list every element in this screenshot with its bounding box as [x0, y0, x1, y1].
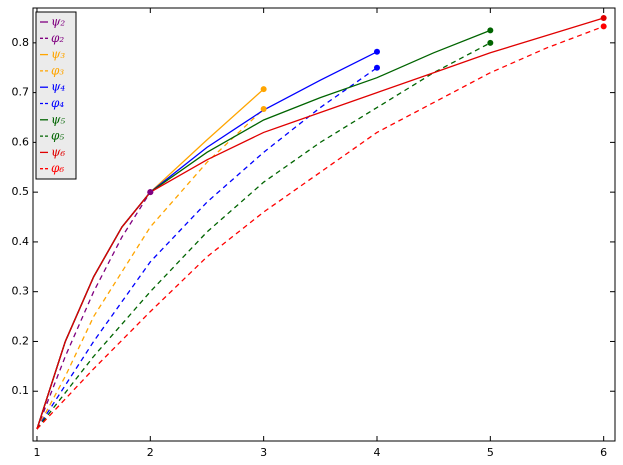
end-marker: [260, 106, 267, 113]
end-marker: [487, 27, 494, 34]
y-tick-label: 0.2: [12, 334, 30, 347]
legend-label: φ₄: [51, 96, 64, 110]
end-marker: [600, 23, 607, 30]
series-line: [36, 51, 378, 430]
series-line: [36, 67, 378, 430]
y-tick-label: 0.1: [12, 384, 30, 397]
y-tick-label: 0.6: [12, 135, 30, 148]
series-line: [36, 17, 604, 430]
end-marker: [147, 189, 154, 196]
legend-label: φ₂: [51, 31, 64, 45]
end-marker: [600, 14, 607, 21]
legend-label: φ₆: [51, 161, 64, 175]
x-tick-label: 6: [600, 446, 607, 459]
x-tick-label: 1: [33, 446, 40, 459]
x-tick-label: 4: [373, 446, 380, 459]
end-marker: [373, 48, 380, 55]
plot-frame: [32, 7, 616, 442]
legend-label: ψ₆: [51, 145, 65, 159]
legend-label: ψ₅: [51, 112, 65, 126]
legend-label: φ₅: [51, 129, 64, 143]
series-line: [36, 191, 151, 430]
legend-label: ψ₃: [51, 47, 65, 61]
legend-label: φ₃: [51, 63, 64, 77]
x-tick-label: 3: [260, 446, 267, 459]
series-line: [36, 191, 151, 430]
series-line: [36, 108, 265, 430]
series-line: [36, 25, 604, 430]
series-line: [36, 42, 491, 430]
y-tick-label: 0.7: [12, 86, 30, 99]
end-marker: [487, 39, 494, 46]
legend-box: [35, 11, 77, 180]
y-tick-label: 0.4: [12, 235, 30, 248]
x-tick-label: 2: [147, 446, 154, 459]
y-tick-label: 0.8: [12, 36, 30, 49]
legend: ψ₂ φ₂ ψ₃ φ₃ ψ₄ φ₄ ψ₅ φ₅ ψ₆ φ₆: [35, 11, 77, 180]
y-tick-label: 0.3: [12, 285, 30, 298]
legend-label: ψ₂: [51, 15, 65, 29]
end-marker: [373, 64, 380, 71]
x-tick-label: 5: [487, 446, 494, 459]
legend-label: ψ₄: [51, 80, 65, 94]
y-tick-label: 0.5: [12, 185, 30, 198]
end-marker: [260, 86, 267, 93]
